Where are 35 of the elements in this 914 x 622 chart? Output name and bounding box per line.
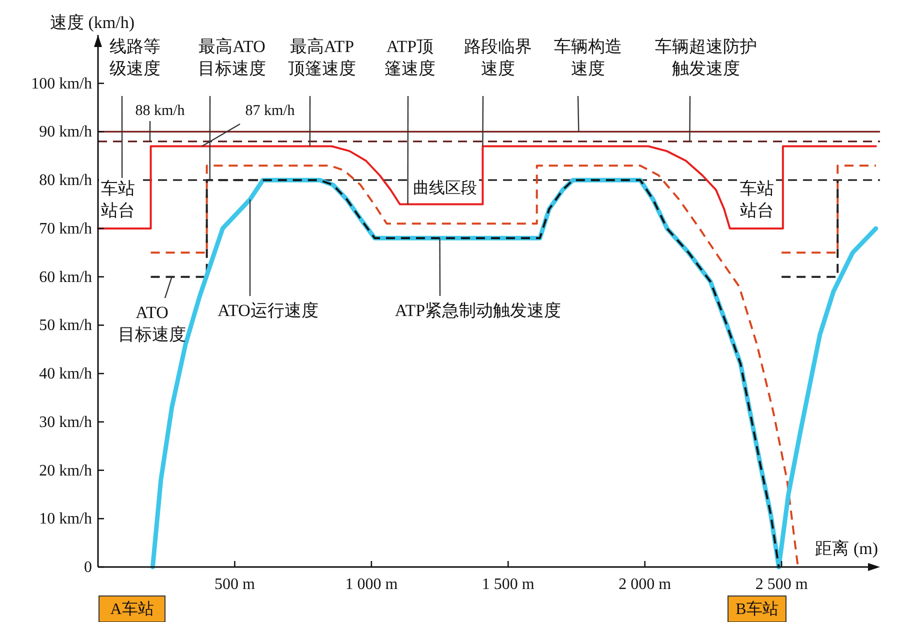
y-tick-label: 100 km/h: [31, 75, 92, 92]
x-tick-label: 500 m: [214, 576, 256, 593]
annotation: ATP紧急制动触发速度: [394, 301, 562, 320]
y-tick-label: 30 km/h: [39, 414, 92, 431]
annotation: 车站站台: [101, 179, 135, 220]
y-tick-label: 40 km/h: [39, 366, 92, 383]
y-tick-label: 70 km/h: [39, 220, 92, 238]
annotation: ATO运行速度: [218, 301, 318, 320]
annotation: 87 km/h: [245, 103, 295, 119]
annotation: 车辆超速防护触发速度: [655, 37, 757, 78]
annotation: 车站站台: [740, 179, 774, 220]
annotation: 最高ATP顶篷速度: [288, 37, 356, 78]
annotation: 路段临界速度: [464, 37, 532, 78]
y-tick-label: 20 km/h: [39, 462, 92, 480]
annotation: ATP顶篷速度: [384, 37, 436, 78]
annotation: ATO目标速度: [118, 303, 186, 344]
annotation: A车站: [110, 601, 154, 618]
y-tick-label: 60 km/h: [39, 268, 92, 286]
x-tick-label: 1 500 m: [482, 576, 535, 593]
y-tick-label: 10 km/h: [39, 510, 92, 528]
annotation: 88 km/h: [135, 103, 185, 119]
y-tick-label: 90 km/h: [39, 124, 92, 141]
x-tick-label: 2 500 m: [755, 576, 808, 593]
x-axis-title: 距离 (m): [815, 539, 878, 558]
x-tick-label: 1 000 m: [345, 576, 398, 593]
annotation: 曲线区段: [413, 180, 477, 197]
annotation: 线路等级速度: [110, 37, 160, 78]
y-tick-label: 0: [84, 559, 92, 576]
annotation: B车站: [736, 601, 778, 618]
y-axis-title: 速度 (km/h): [50, 13, 135, 32]
annotation: 最高ATO目标速度: [198, 37, 266, 78]
y-tick-label: 80 km/h: [39, 172, 92, 190]
y-tick-label: 50 km/h: [39, 317, 92, 334]
x-tick-label: 2 000 m: [618, 576, 672, 593]
annotation: 车辆构造速度: [554, 37, 622, 78]
